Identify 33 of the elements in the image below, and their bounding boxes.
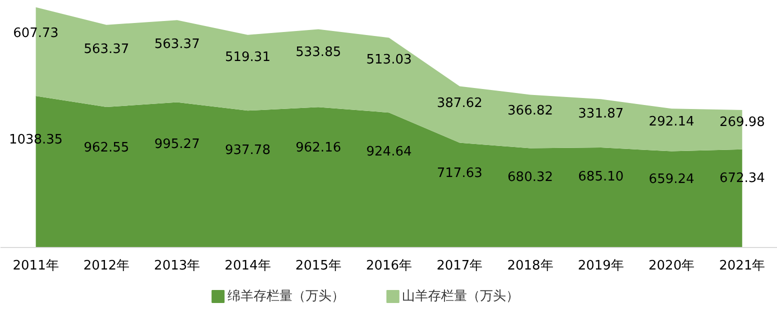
data-label: 995.27 (154, 136, 200, 152)
x-tick-label: 2012年 (83, 258, 130, 274)
data-label: 607.73 (13, 26, 59, 42)
data-label: 519.31 (224, 50, 270, 66)
x-tick-label: 2014年 (224, 258, 271, 274)
data-label: 717.63 (436, 166, 482, 182)
legend-label: 绵羊存栏量（万头） (227, 289, 344, 304)
data-label: 563.37 (154, 37, 200, 52)
data-label: 513.03 (366, 52, 412, 68)
x-tick-label: 2019年 (578, 258, 624, 274)
data-label: 292.14 (648, 114, 694, 130)
data-label: 924.64 (366, 144, 412, 160)
data-label: 685.10 (578, 170, 624, 185)
data-label: 680.32 (508, 170, 554, 186)
x-tick-label: 2013年 (154, 258, 200, 274)
x-tick-label: 2017年 (436, 258, 483, 274)
x-tick-label: 2020年 (648, 258, 695, 274)
data-label: 533.85 (296, 45, 342, 60)
x-tick-label: 2015年 (295, 258, 342, 274)
data-label: 331.87 (578, 106, 624, 122)
x-tick-label: 2021年 (719, 258, 766, 274)
data-label: 937.78 (224, 142, 270, 158)
data-label: 269.98 (719, 115, 765, 130)
x-tick-label: 2016年 (366, 258, 412, 274)
data-label: 366.82 (508, 104, 554, 119)
x-tick-label: 2011年 (12, 258, 59, 274)
data-label: 659.24 (648, 172, 694, 188)
data-label: 962.55 (84, 140, 130, 156)
legend-label: 山羊存栏量（万头） (402, 289, 520, 304)
x-tick-label: 2018年 (507, 258, 554, 274)
data-label: 387.62 (436, 96, 482, 112)
data-label: 962.16 (296, 140, 342, 156)
data-label: 563.37 (84, 42, 130, 57)
